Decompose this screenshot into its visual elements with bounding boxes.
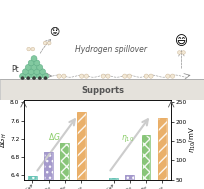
Circle shape [40,69,45,75]
Circle shape [101,74,105,78]
Circle shape [25,64,31,70]
Circle shape [38,77,41,80]
Circle shape [84,74,88,78]
Circle shape [61,74,66,78]
Bar [109,178,118,180]
Circle shape [25,73,31,79]
Circle shape [177,51,180,54]
Text: Pt: Pt [11,65,19,74]
Text: Hydrogen spillover: Hydrogen spillover [74,45,146,54]
Y-axis label: $\Delta G_H$: $\Delta G_H$ [0,132,9,148]
Circle shape [31,73,37,79]
Text: 😄: 😄 [174,35,187,48]
Text: Supports: Supports [81,86,123,95]
Bar [28,176,37,180]
Bar [109,178,118,180]
Circle shape [127,74,131,78]
Bar [125,175,134,180]
Bar [76,112,85,180]
Circle shape [31,47,34,51]
Circle shape [31,64,37,70]
Circle shape [22,69,28,75]
Bar [141,135,150,180]
FancyBboxPatch shape [0,79,204,100]
Circle shape [122,74,126,78]
Bar [60,143,69,180]
Text: 😟: 😟 [49,26,59,36]
Circle shape [32,77,35,80]
Circle shape [165,74,169,78]
Circle shape [148,74,152,78]
Circle shape [57,74,61,78]
Circle shape [42,73,48,79]
Circle shape [34,69,40,75]
Circle shape [79,74,83,78]
Circle shape [44,77,47,80]
Circle shape [105,74,110,78]
Circle shape [37,64,42,70]
Bar [76,112,85,180]
Circle shape [47,41,51,45]
Bar [141,135,150,180]
Bar [157,118,166,180]
Bar [125,175,134,180]
Circle shape [170,74,174,78]
Circle shape [28,60,34,66]
Circle shape [21,77,24,80]
Circle shape [37,73,42,79]
Bar [157,118,166,180]
Circle shape [43,41,47,45]
Text: $\Delta G$: $\Delta G$ [48,131,60,142]
Circle shape [31,56,37,61]
Bar [44,152,53,180]
Text: $\eta_{10}$: $\eta_{10}$ [120,133,133,144]
Bar [44,152,53,180]
Circle shape [34,60,40,66]
Bar [28,176,37,180]
Circle shape [28,69,34,75]
Circle shape [20,73,26,79]
Circle shape [143,74,148,78]
Bar [60,143,69,180]
Circle shape [27,77,30,80]
Circle shape [27,47,30,51]
Y-axis label: $\eta_{10}$/mV: $\eta_{10}$/mV [187,126,197,153]
Circle shape [181,51,184,54]
